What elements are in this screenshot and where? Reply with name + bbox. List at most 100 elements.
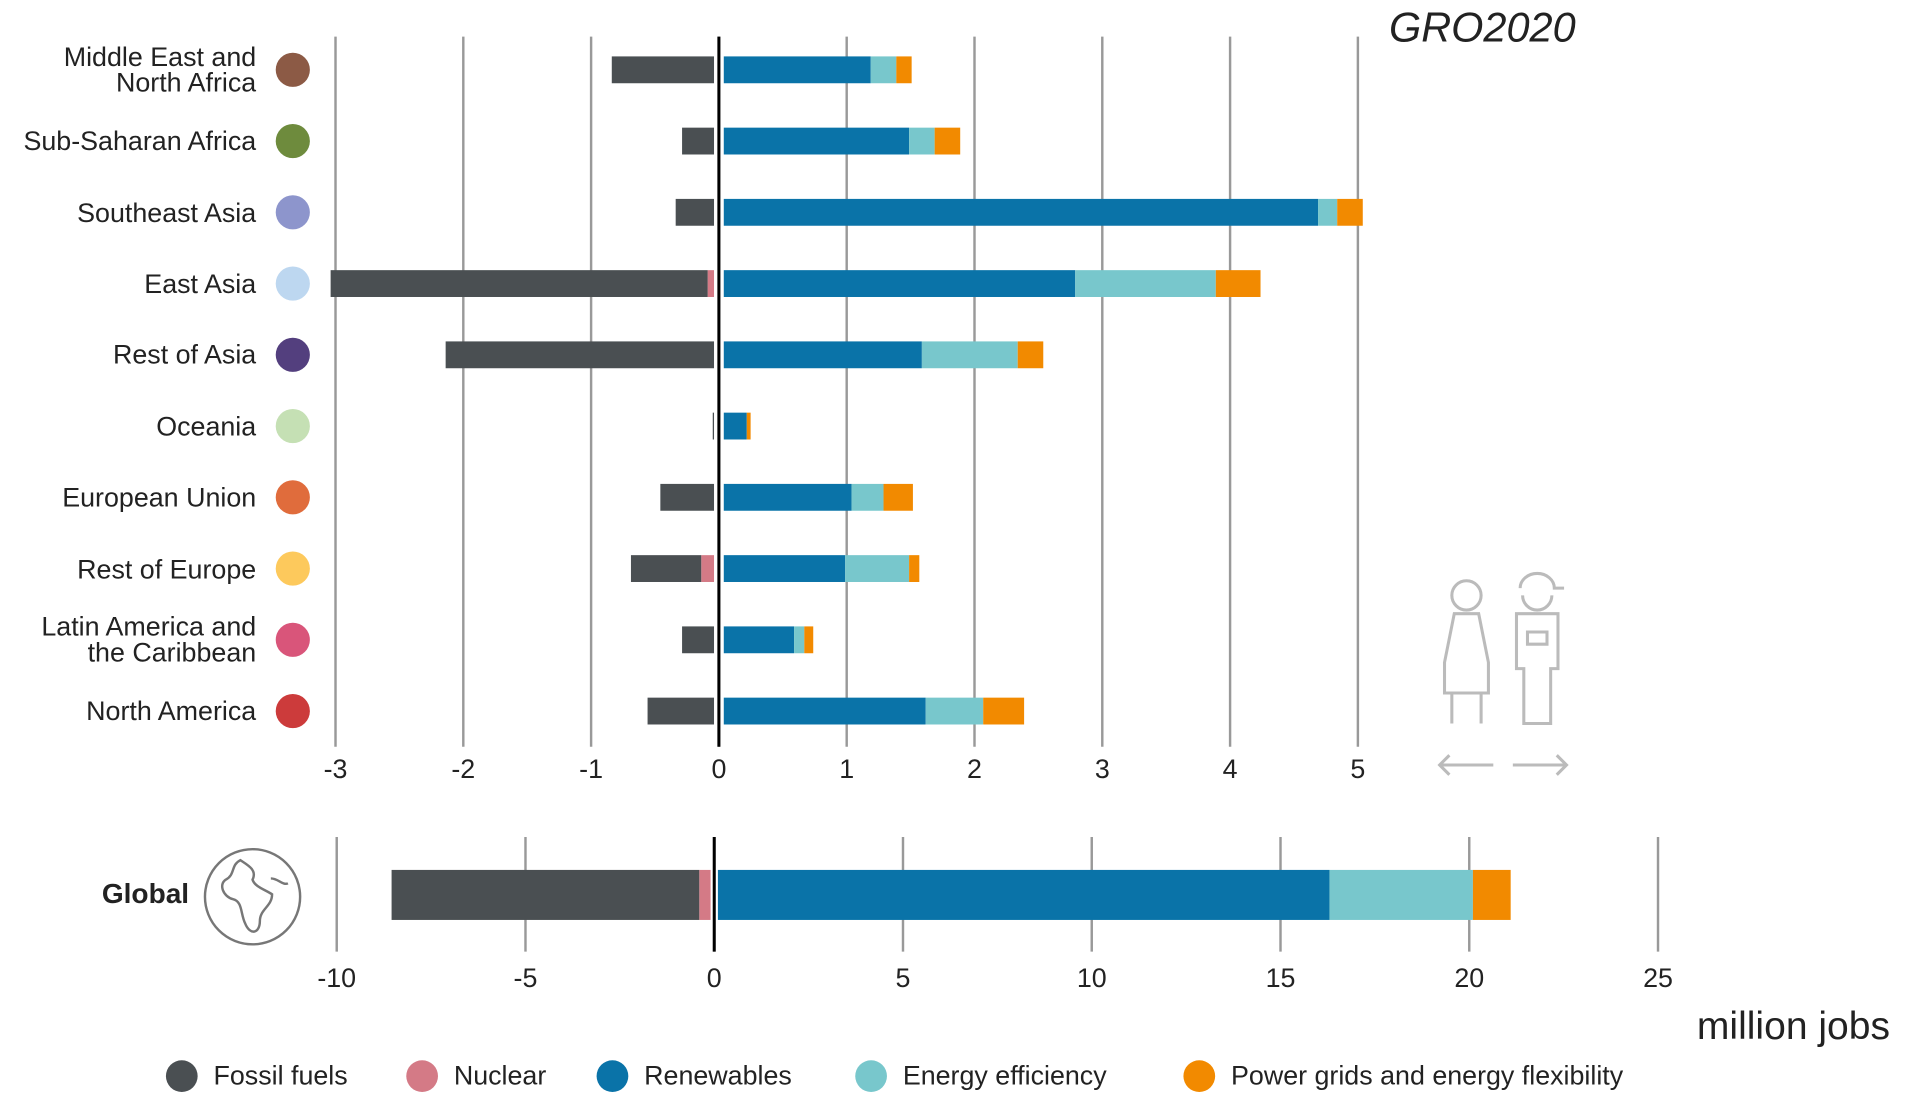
x-tick-label: 20 [1454, 963, 1484, 993]
bar-segment [391, 869, 700, 920]
bar-segment [723, 626, 795, 654]
category-label: East Asia [144, 268, 257, 299]
x-tick-label: 2 [967, 754, 982, 784]
category-label-box: East Asia [144, 268, 257, 299]
category-dot [275, 337, 310, 372]
category-dot [275, 266, 310, 301]
bar-segment [723, 555, 846, 582]
bar-segment [647, 697, 715, 725]
x-tick-label: 3 [1095, 754, 1110, 784]
x-axis-label: million jobs [1697, 1005, 1890, 1048]
bar-segment [723, 198, 1319, 226]
category-dot [275, 123, 310, 159]
category-label: Latin America and the Caribbean [41, 611, 257, 668]
bar-segment [675, 198, 715, 226]
bar-segment [934, 127, 961, 155]
x-tick-label: 25 [1643, 963, 1673, 993]
category-label-box: Middle East and North Africa [63, 41, 257, 98]
bar-segment [1075, 270, 1216, 297]
category-label: North America [86, 695, 257, 727]
category-label: Middle East and North Africa [63, 41, 257, 98]
category-label-box: Southeast Asia [77, 197, 257, 228]
category-label-box: Latin America and the Caribbean [41, 611, 257, 668]
bar-segment [794, 626, 805, 654]
bar-segment [909, 127, 935, 155]
category-dot [275, 408, 310, 444]
bar-segment [746, 412, 751, 440]
bar-segment [682, 127, 715, 155]
x-tick-label: -3 [324, 754, 348, 784]
bar-segment [883, 483, 913, 511]
bar-segment [870, 56, 897, 84]
bar-segment [723, 127, 910, 155]
x-tick-label: 0 [707, 963, 722, 993]
category-dot [275, 622, 310, 657]
x-tick-label: -1 [579, 754, 603, 784]
bar-segment [1329, 869, 1473, 920]
bar-segment [723, 412, 747, 440]
legend-label: Renewables [644, 1060, 792, 1090]
category-label: Rest of Europe [77, 553, 257, 584]
bar-segment [851, 483, 884, 511]
x-tick-label: 0 [711, 754, 726, 784]
category-dot [275, 693, 310, 729]
legend-label: Power grids and energy flexibility [1231, 1060, 1624, 1090]
legend-swatch [855, 1060, 887, 1092]
bar-segment [330, 270, 708, 297]
bar-segment [925, 697, 984, 725]
category-label-box: Sub-Saharan Africa [23, 125, 257, 157]
category-label: Rest of Asia [112, 339, 257, 371]
x-tick-label: 10 [1077, 963, 1107, 993]
legend-swatch [165, 1060, 198, 1092]
legend-label: Fossil fuels [214, 1060, 348, 1090]
category-dot [275, 195, 310, 230]
category-label: Sub-Saharan Africa [23, 125, 257, 157]
x-tick-label: 15 [1266, 963, 1296, 993]
chart-title: GRO2020 [1389, 3, 1576, 50]
bar-segment [804, 626, 814, 654]
bar-segment [1318, 198, 1338, 226]
bar-segment [701, 555, 715, 582]
bar-segment [723, 483, 852, 511]
bar-segment [445, 341, 715, 369]
bar-segment [717, 869, 1330, 920]
category-dot [275, 551, 310, 586]
category-dot [275, 52, 310, 87]
bar-segment [660, 483, 715, 511]
people-icon [1437, 571, 1569, 776]
bar-segment [983, 697, 1025, 725]
category-dot [275, 480, 310, 515]
bar-segment [723, 56, 871, 84]
bar-segment [699, 869, 711, 920]
bar-segment [723, 341, 922, 369]
globe-icon [203, 847, 302, 946]
bar-segment [630, 555, 702, 582]
bar-segment [909, 555, 920, 582]
category-label: Southeast Asia [77, 197, 257, 228]
legend-swatch [406, 1060, 438, 1092]
legend-label: Nuclear [454, 1060, 547, 1090]
bar-segment [1337, 198, 1363, 226]
bar-segment [1472, 869, 1511, 920]
x-tick-label: -5 [514, 963, 538, 993]
legend-label: Energy efficiency [903, 1060, 1107, 1090]
x-tick-label: -10 [317, 963, 356, 993]
x-tick-label: -2 [451, 754, 475, 784]
bar-segment [845, 555, 910, 582]
x-tick-label: 5 [896, 963, 911, 993]
bar-segment [1215, 270, 1261, 297]
category-label: European Union [62, 482, 257, 513]
legend-swatch [1183, 1060, 1216, 1092]
bar-segment [723, 270, 1076, 297]
bar-segment [707, 270, 715, 297]
category-label-box: Rest of Asia [112, 339, 257, 371]
category-label-box: Oceania [156, 410, 257, 442]
bar-segment [723, 697, 926, 725]
bar-segment [921, 341, 1018, 369]
bar-segment [1017, 341, 1044, 369]
legend-swatch [596, 1060, 629, 1092]
bar-segment [896, 56, 912, 84]
category-label: Oceania [156, 410, 257, 442]
